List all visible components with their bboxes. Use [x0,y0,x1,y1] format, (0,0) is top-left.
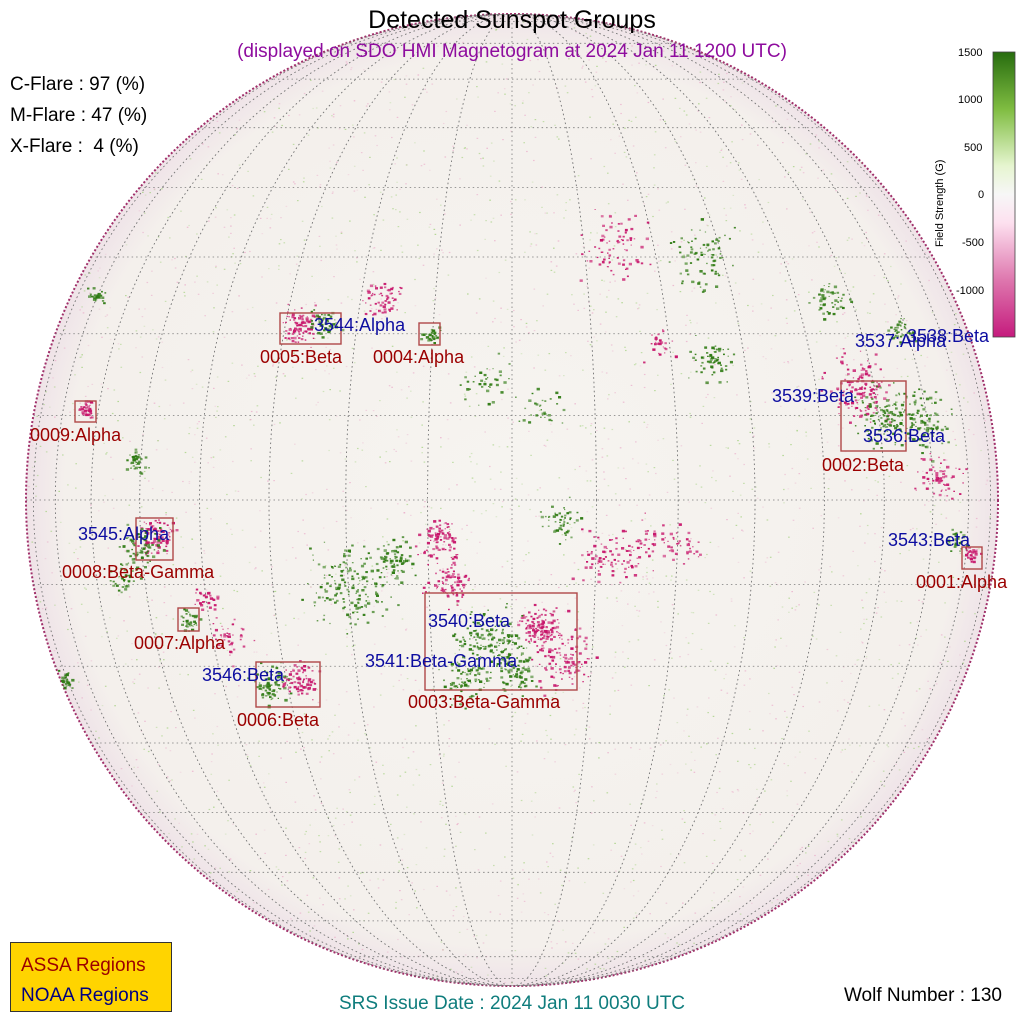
region-box-0004[interactable] [418,322,441,346]
srs-issue-date: SRS Issue Date : 2024 Jan 11 0030 UTC [338,993,686,1014]
noaa-label-3538: 3538:Beta [907,326,990,346]
noaa-label-3545: 3545:Alpha [78,524,170,544]
c-flare-probability: C-Flare : 97 (%) [10,74,146,95]
region-box-0008[interactable] [135,517,174,561]
noaa-label-3546: 3546:Beta [202,665,285,685]
colorbar-tick-0: 0 [978,189,984,201]
assa-label-0002: 0002:Beta [822,455,905,475]
colorbar-tick-500: 500 [964,142,982,154]
noaa-label-3544: 3544:Alpha [314,315,406,335]
heliographic-grid [26,14,998,986]
colorbar: 1500 1000 500 0 -500 -1000 Field Strengt… [934,47,1016,338]
wolf-number: Wolf Number : 130 [843,985,1002,1006]
noaa-label-3539: 3539:Beta [772,386,855,406]
page-subtitle: (displayed on SDO HMI Magnetogram at 202… [237,41,787,62]
noaa-label-3537: 3537:Alpha [855,331,947,351]
assa-label-0005: 0005:Beta [260,347,343,367]
colorbar-tick-1000: 1000 [958,94,982,106]
noaa-label-3541: 3541:Beta-Gamma [365,651,518,671]
region-box-0009[interactable] [74,400,97,423]
region-box-0007[interactable] [177,607,200,632]
region-box-0003[interactable] [424,592,578,691]
region-box-0002[interactable] [840,380,907,452]
region-box-0006[interactable] [255,661,321,708]
assa-label-0001: 0001:Alpha [916,572,1008,592]
region-legend: ASSA Regions NOAA Regions [10,942,172,1012]
noaa-label-3540: 3540:Beta [428,611,511,631]
assa-label-0008: 0008:Beta-Gamma [62,562,215,582]
active-region-patches [57,209,983,710]
x-flare-probability: X-Flare : 4 (%) [10,136,139,157]
assa-label-0007: 0007:Alpha [134,633,226,653]
colorbar-tick-1500: 1500 [958,47,982,59]
assa-label-0003: 0003:Beta-Gamma [408,692,561,712]
region-box-0001[interactable] [961,546,983,570]
assa-label-0006: 0006:Beta [237,710,320,730]
assa-label-0009: 0009:Alpha [30,425,122,445]
colorbar-label: Field Strength (G) [934,160,946,247]
magnetogram-speckle [28,21,992,985]
region-box-0005[interactable] [279,312,342,345]
noaa-label-3543: 3543:Beta [888,530,971,550]
colorbar-gradient [992,51,1016,338]
noaa-label-3536: 3536:Beta [863,426,946,446]
assa-label-0004: 0004:Alpha [373,347,465,367]
legend-noaa-regions: NOAA Regions [21,985,149,1006]
page-title: Detected Sunspot Groups [368,6,656,34]
legend-assa-regions: ASSA Regions [21,955,146,976]
m-flare-probability: M-Flare : 47 (%) [10,105,148,126]
colorbar-tick-neg1000: -1000 [956,285,984,297]
colorbar-tick-neg500: -500 [962,237,984,249]
